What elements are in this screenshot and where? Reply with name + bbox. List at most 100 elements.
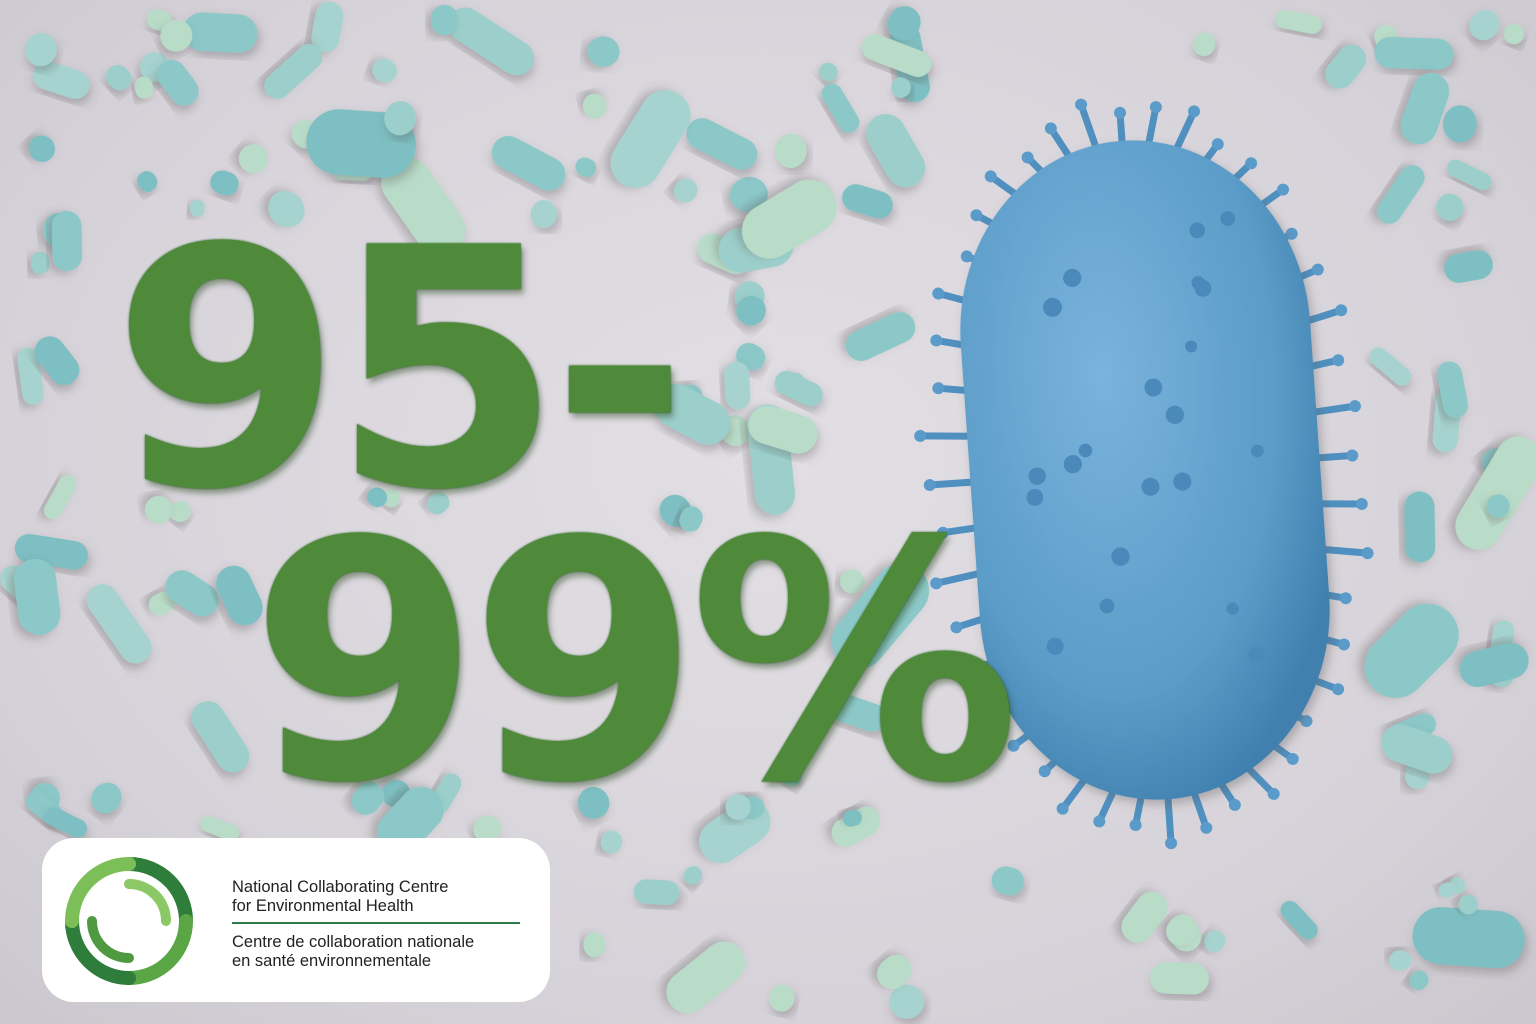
microbe [381, 156, 466, 256]
microbe [839, 569, 865, 594]
microbe [1436, 193, 1464, 221]
microbe [736, 342, 766, 371]
microbe [165, 570, 219, 617]
microbe [1193, 32, 1216, 57]
microbe [1486, 494, 1510, 518]
bacterium-spike-tip [973, 661, 986, 674]
microbe [842, 184, 893, 219]
bacterium-spike-tip [930, 577, 943, 590]
bacterium-spike-tip [1093, 815, 1106, 828]
logo-text-french: Centre de collaboration nationale en san… [232, 933, 474, 971]
microbe [1166, 914, 1198, 946]
microbe [1458, 894, 1479, 915]
bacterium-surface-bump [1220, 211, 1236, 226]
microbe [889, 984, 925, 1019]
microbe [1438, 882, 1456, 898]
bacterium-spike-tip [914, 429, 927, 442]
microbe [32, 61, 90, 99]
microbe [587, 36, 620, 67]
microbe [1447, 159, 1492, 191]
bacterium-spike-tip [1300, 715, 1313, 728]
microbe [200, 816, 240, 841]
bacterium-surface-bump [1111, 547, 1130, 566]
microbe [730, 176, 768, 212]
microbe [381, 488, 401, 508]
microbe [673, 178, 698, 203]
microbe [28, 135, 56, 162]
microbe [268, 191, 305, 228]
microbe [311, 1, 344, 53]
microbe [831, 563, 930, 669]
bacterium-surface-bump [1226, 602, 1239, 615]
bacterium-surface-bump [1063, 268, 1082, 288]
bacterium-spike-tip [932, 382, 945, 395]
bacterium-spike-tip [1188, 105, 1201, 118]
microbe [666, 941, 746, 1014]
bacterium-spike-tip [1075, 98, 1088, 111]
microbe [367, 487, 388, 508]
bacterium-spike-tip [960, 250, 973, 263]
microbe [633, 879, 680, 905]
microbe [780, 765, 802, 787]
microbe [17, 347, 44, 405]
microbe [491, 135, 566, 191]
microbe [821, 83, 860, 133]
bacterium-spike-tip [1056, 802, 1069, 815]
bacterium-spike-tip [1044, 122, 1057, 135]
microbe [818, 62, 838, 82]
microbe [831, 806, 881, 847]
microbe [774, 370, 823, 407]
bacterium-surface-bump [1099, 598, 1115, 614]
bacterium-surface-bump [1185, 340, 1198, 353]
bacterium-spike [1305, 402, 1359, 417]
microbe [1442, 105, 1477, 143]
microbe [384, 100, 416, 136]
microbe [654, 384, 731, 445]
bacterium-spike-tip [1339, 592, 1352, 605]
microbe [842, 809, 863, 827]
microbe [1280, 900, 1318, 940]
bacterium-surface-bump [1043, 297, 1062, 317]
bacterium-spike [1312, 500, 1366, 508]
microbe [1204, 930, 1226, 953]
bacterium-surface-bump [1046, 637, 1064, 655]
microbe [583, 932, 606, 957]
microbe [575, 157, 597, 177]
logo-text-english: National Collaborating Centre for Enviro… [232, 878, 448, 916]
bacterium-surface-bump [1194, 279, 1212, 297]
bacterium-spike [926, 478, 980, 489]
microbe [44, 807, 88, 838]
bacterium-spike-tip [936, 526, 949, 539]
microbe [1400, 72, 1450, 145]
bacterium-spike-tip [1228, 798, 1241, 811]
microbe [610, 90, 691, 188]
bacterium-spike-tip [978, 707, 991, 720]
bacterium-spike-tip [1335, 304, 1348, 317]
logo-english-line1: National Collaborating Centre [232, 878, 449, 896]
bacterium-spike-tip [1286, 752, 1299, 765]
bacterium-illustration [914, 98, 1374, 850]
microbe [891, 77, 911, 98]
microbe [1369, 347, 1412, 386]
bacterium-spike-tip [950, 621, 963, 634]
microbe [24, 32, 57, 67]
bacterium-spike-tip [1021, 151, 1034, 164]
microbe [1377, 165, 1425, 224]
microbe [189, 199, 205, 217]
bacterium-surface-bump [1144, 378, 1163, 397]
bacterium-spike-tip [1332, 683, 1345, 696]
microbe [144, 496, 173, 524]
microbe [134, 76, 154, 99]
bacterium-spike-tip [930, 334, 943, 347]
microbe [30, 251, 50, 275]
bacterium-spike-tip [1129, 819, 1142, 832]
bacterium-spike-tip [984, 170, 997, 183]
microbe [1374, 36, 1454, 70]
microbe [377, 786, 444, 856]
bacterium-spike-tip [1038, 765, 1051, 778]
bacterium-spike-tip [923, 479, 936, 492]
microbe [583, 93, 607, 119]
microbe [160, 19, 193, 52]
microbe [1149, 962, 1209, 995]
